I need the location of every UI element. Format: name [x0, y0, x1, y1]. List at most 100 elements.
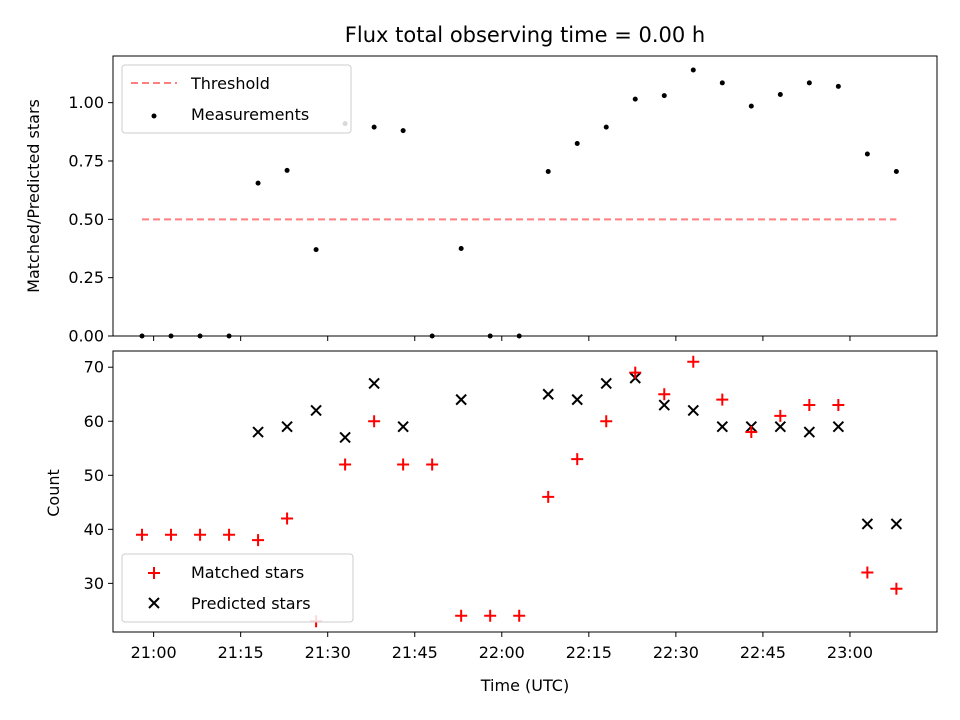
measurement-point	[661, 93, 667, 99]
measurement-point	[574, 141, 580, 146]
matched-star-point	[571, 453, 584, 466]
matched-star-point	[513, 609, 526, 622]
measurements-legend-swatch	[151, 113, 157, 119]
measurement-point	[632, 96, 638, 102]
predicted-stars-legend-label: Predicted stars	[191, 594, 311, 613]
matched-star-point	[774, 409, 787, 422]
matched-star-point	[629, 366, 642, 379]
matched-star-point	[136, 528, 149, 541]
top-x-axis-ticks	[153, 336, 851, 341]
x-tick-label: 22:45	[740, 643, 786, 662]
predicted-star-point	[252, 426, 264, 438]
matched-star-point	[484, 609, 497, 622]
bottom-y-tick-label: 70	[84, 358, 104, 377]
predicted-star-point	[832, 420, 845, 433]
matched-star-point	[600, 415, 613, 428]
predicted-star-point	[687, 404, 699, 417]
bottom-plot-frame	[112, 350, 938, 633]
top-plot-marks	[139, 67, 899, 339]
measurement-point	[748, 103, 754, 109]
matched-star-point	[832, 399, 845, 412]
measurement-point	[545, 169, 551, 174]
predicted-star-point	[774, 420, 787, 433]
bottom-y-axis-label: Count	[44, 469, 63, 517]
predicted-star-point	[281, 420, 293, 433]
top-legend-box	[121, 64, 352, 134]
top-panel: 0.00 0.25 0.50 0.75 1.00 Matched/Predicted s…	[24, 55, 938, 346]
bottom-y-tick-label: 50	[84, 466, 104, 485]
bottom-y-tick-label: 30	[84, 574, 104, 593]
matched-star-point	[165, 528, 178, 541]
top-y-tick-label: 0.25	[68, 268, 104, 287]
measurement-point	[400, 128, 406, 134]
matched-star-point	[687, 355, 700, 368]
x-axis-label: Time (UTC)	[480, 676, 569, 695]
figure-title: Flux total observing time = 0.00 h	[345, 23, 705, 47]
threshold-legend-label: Threshold	[190, 74, 270, 93]
matched-star-point	[455, 609, 468, 622]
measurement-point	[777, 92, 783, 97]
measurement-point	[255, 180, 261, 186]
predicted-star-point	[803, 426, 816, 438]
x-tick-label: 21:15	[218, 643, 264, 662]
predicted-star-point	[397, 420, 409, 433]
matched-star-point	[252, 534, 265, 547]
bottom-legend: Matched stars Predicted stars	[121, 553, 354, 623]
predicted-star-point	[861, 518, 874, 530]
matched-star-point	[368, 415, 381, 428]
predicted-stars-legend-swatch	[148, 597, 160, 609]
x-tick-label: 22:00	[479, 643, 525, 662]
matched-star-point	[716, 393, 729, 406]
top-plot-frame	[112, 55, 938, 337]
matched-star-point	[745, 426, 758, 439]
measurement-point	[458, 246, 464, 251]
top-y-tick-label: 1.00	[68, 93, 104, 112]
measurement-point	[835, 83, 841, 89]
matched-star-point	[397, 458, 410, 471]
predicted-star-point	[571, 393, 583, 406]
matched-star-point	[339, 458, 352, 471]
measurement-point	[313, 247, 319, 253]
predicted-star-point	[658, 399, 670, 411]
predicted-star-point	[542, 388, 554, 400]
top-legend: Threshold Measurements	[121, 64, 352, 134]
predicted-star-point	[339, 431, 351, 444]
bottom-panel: 30 40 50 60 70 21:00 21:15 21:30 21:45 22:00 22:1…	[44, 350, 938, 695]
measurement-point	[284, 167, 290, 173]
x-tick-label: 21:00	[131, 643, 177, 662]
matched-star-point	[426, 458, 439, 471]
predicted-star-point	[890, 518, 903, 530]
top-y-tick-label: 0.00	[68, 327, 104, 346]
matched-star-point	[281, 512, 294, 525]
measurement-point	[893, 169, 899, 174]
predicted-star-point	[368, 377, 380, 390]
measurement-point	[806, 80, 812, 86]
matched-star-point	[542, 490, 555, 503]
predicted-star-point	[600, 377, 612, 390]
matched-star-point	[803, 399, 816, 412]
measurement-point	[690, 67, 696, 73]
predicted-star-point	[310, 404, 322, 417]
x-tick-label: 22:15	[566, 643, 612, 662]
measurement-point	[371, 124, 377, 130]
matched-star-point	[890, 582, 903, 595]
x-tick-label: 21:45	[392, 643, 438, 662]
measurement-point	[864, 151, 870, 157]
bottom-y-tick-label: 40	[84, 520, 104, 539]
matched-stars-legend-swatch	[148, 567, 160, 579]
matched-star-point	[658, 388, 671, 401]
x-tick-label: 22:30	[653, 643, 699, 662]
bottom-y-axis-ticks: 30 40 50 60 70	[84, 358, 113, 593]
x-tick-label: 21:30	[305, 643, 351, 662]
matched-star-point	[194, 528, 207, 541]
matched-stars-legend-label: Matched stars	[191, 563, 304, 582]
x-tick-label: 23:00	[827, 643, 873, 662]
predicted-star-point	[455, 393, 467, 406]
measurements-legend-label: Measurements	[191, 105, 309, 124]
top-y-tick-label: 0.50	[68, 210, 104, 229]
matched-star-point	[223, 528, 236, 541]
bottom-y-tick-label: 60	[84, 412, 104, 431]
bottom-legend-box	[121, 553, 354, 623]
top-y-axis-ticks: 0.00 0.25 0.50 0.75 1.00	[68, 93, 113, 346]
